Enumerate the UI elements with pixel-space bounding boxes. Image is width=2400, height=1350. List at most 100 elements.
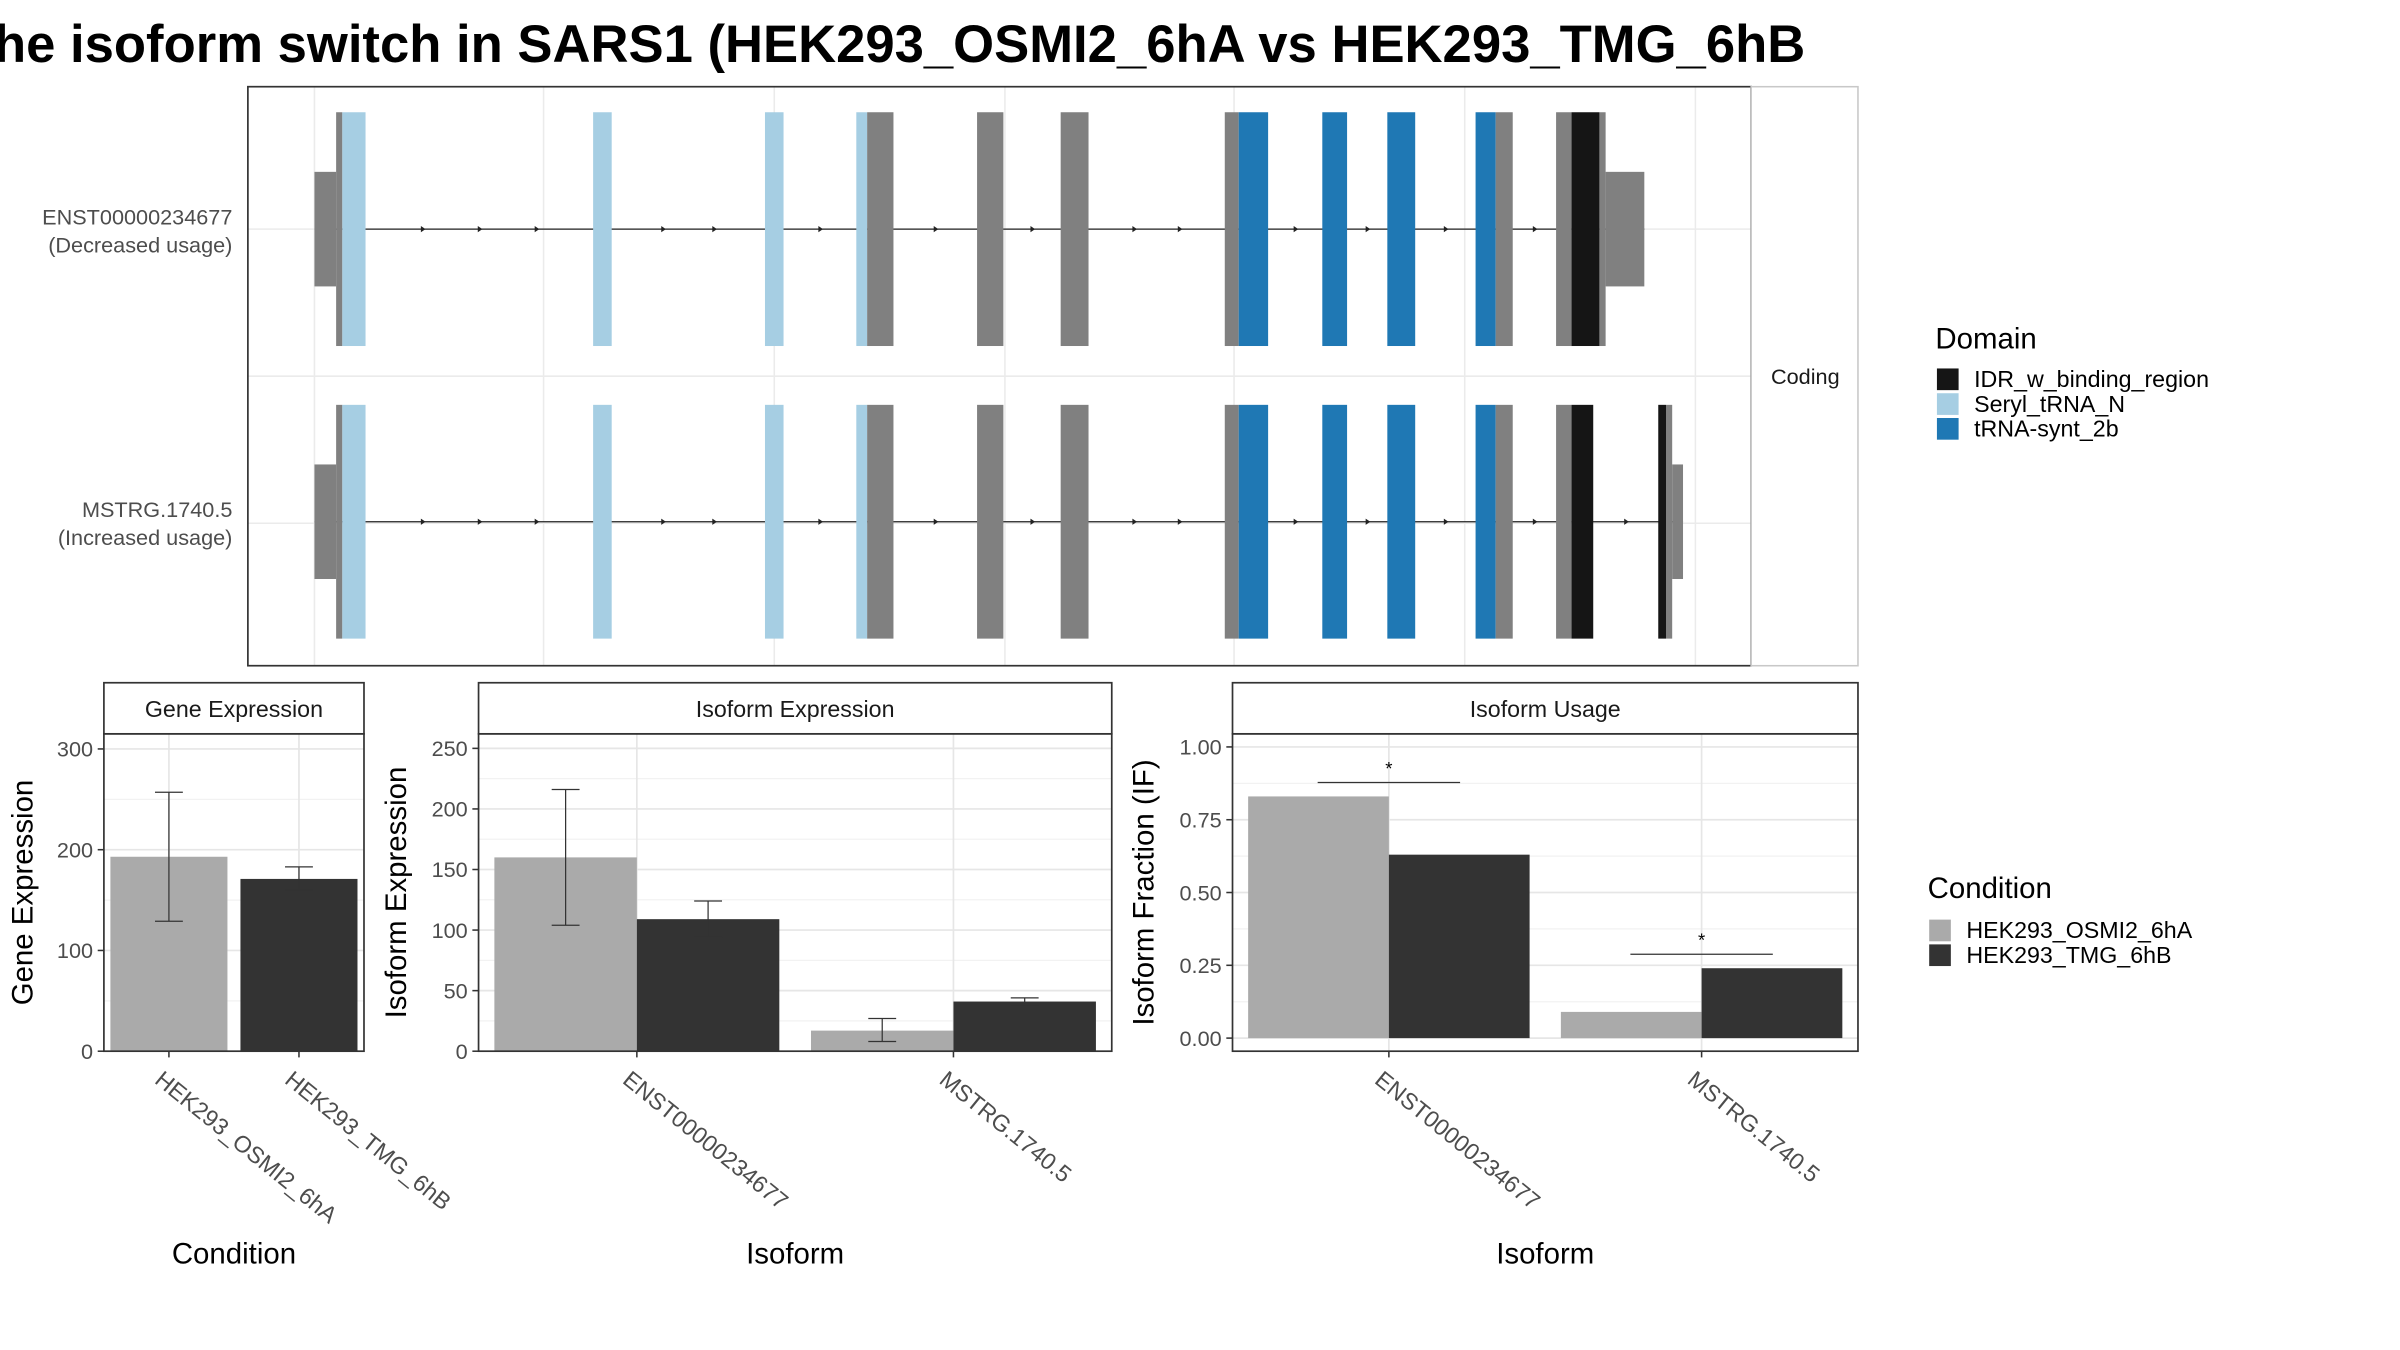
x-tick-label: ENST00000234677	[618, 1066, 793, 1215]
y-axis-title: Isoform Fraction (IF)	[1128, 759, 1161, 1025]
y-tick-label: 0.00	[1180, 1026, 1222, 1051]
intron-arrow	[1532, 518, 1538, 525]
y-tick-label: 200	[57, 837, 93, 862]
utr-exon	[867, 404, 894, 639]
transcript-usage-label: (Increased usage)	[58, 525, 233, 550]
intron-arrow	[1030, 518, 1036, 525]
utr-exon	[1605, 171, 1645, 287]
utr-exon	[1495, 112, 1513, 347]
intron-arrow	[661, 226, 666, 233]
utr-exon	[314, 464, 337, 580]
intron-arrow	[661, 518, 666, 525]
condition-legend-label: HEK293_OSMI2_6hA	[1966, 917, 2192, 943]
transcript-structure-panel: Coding ENST00000234677 (Decreased usage) M…	[42, 85, 1859, 667]
domain-exon	[1387, 112, 1416, 347]
domain-legend-label: tRNA-synt_2b	[1974, 416, 2119, 442]
intron-arrow	[712, 518, 717, 525]
utr-exon	[867, 112, 894, 347]
domain-exon	[1238, 404, 1269, 639]
bar	[1560, 1011, 1702, 1039]
domain-exon	[342, 404, 366, 639]
intron-arrow	[1132, 518, 1138, 525]
intron-arrow	[1532, 226, 1538, 233]
domain-exon	[856, 112, 868, 347]
intron-arrow	[1177, 226, 1183, 233]
y-tick-label: 100	[57, 938, 93, 963]
intron-arrow	[477, 226, 483, 233]
bar	[240, 878, 358, 1052]
y-axis-title: Isoform Expression	[380, 767, 413, 1019]
domain-exon	[1475, 404, 1496, 639]
domain-exon	[1387, 404, 1416, 639]
intron-arrow	[1365, 518, 1371, 525]
structure-tracks	[314, 112, 1684, 639]
utr-exon	[977, 112, 1004, 347]
intron-arrow	[477, 518, 483, 525]
domain-legend: Domain IDR_w_binding_regionSeryl_tRNA_Nt…	[1935, 322, 2209, 441]
domain-legend-title: Domain	[1935, 322, 2036, 355]
utr-exon	[336, 112, 343, 347]
transcript-id-label: MSTRG.1740.5	[82, 497, 232, 522]
transcript-usage-label: (Decreased usage)	[48, 232, 232, 257]
x-tick-label: ENST00000234677	[1370, 1066, 1545, 1215]
domain-legend-label: Seryl_tRNA_N	[1974, 391, 2125, 417]
domain-exon	[593, 404, 612, 639]
x-axis-title: Isoform	[746, 1237, 844, 1270]
isoform-expression-chart: Isoform Expression 0 50 100 150 200 250 ENST000…	[380, 681, 1113, 1270]
isoform-usage-chart: * * Isoform Usage 0.00 0.25 0.50 0.75 1.00 ENST0…	[1128, 681, 1859, 1270]
intron-arrow	[1177, 518, 1183, 525]
domain-legend-swatch	[1936, 368, 1959, 391]
y-tick-label: 200	[432, 797, 468, 822]
utr-exon	[336, 404, 343, 639]
domain-exon	[1322, 404, 1348, 639]
intron-arrow	[1030, 226, 1036, 233]
y-tick-label: 1.00	[1180, 735, 1222, 760]
y-tick-label: 0.25	[1180, 953, 1222, 978]
y-tick-label: 250	[432, 736, 468, 761]
utr-exon	[1599, 112, 1606, 347]
domain-exon	[1322, 112, 1348, 347]
intron-arrow	[534, 518, 540, 525]
y-tick-label: 0.75	[1180, 807, 1222, 832]
strip-title: Gene Expression	[145, 696, 323, 722]
domain-legend-swatch	[1936, 393, 1959, 415]
y-tick-label: 150	[432, 857, 468, 882]
intron-arrow	[420, 226, 426, 233]
domain-exon	[856, 404, 868, 639]
x-axis-title: Condition	[172, 1237, 296, 1270]
domain-exon	[1658, 404, 1666, 639]
significance-marker: *	[1698, 930, 1705, 951]
strip-title: Isoform Expression	[696, 696, 895, 722]
structure-strip-background	[1750, 85, 1859, 667]
domain-exon	[1238, 112, 1269, 347]
utr-exon	[1224, 112, 1239, 347]
intron-arrow	[1293, 226, 1299, 233]
x-tick-label: MSTRG.1740.5	[1683, 1066, 1825, 1188]
bar	[1701, 968, 1843, 1039]
condition-legend-swatch	[1929, 944, 1951, 967]
utr-exon	[1556, 112, 1572, 347]
domain-exon	[1475, 112, 1496, 347]
strip-title: Isoform Usage	[1470, 696, 1621, 722]
domain-exon	[1571, 112, 1600, 347]
y-tick-label: 0	[81, 1039, 93, 1064]
y-tick-label: 0.50	[1180, 880, 1222, 905]
domain-exon	[593, 112, 612, 347]
domain-exon	[764, 112, 784, 347]
y-tick-label: 50	[444, 978, 468, 1003]
intron-arrow	[818, 226, 824, 233]
intron-arrow	[933, 226, 939, 233]
significance-marker: *	[1385, 758, 1392, 779]
x-axis-title: Isoform	[1496, 1237, 1594, 1270]
utr-exon	[1495, 404, 1513, 639]
domain-legend-label: IDR_w_binding_region	[1974, 366, 2209, 392]
transcript-id-label: ENST00000234677	[42, 204, 232, 229]
intron-arrow	[1365, 226, 1371, 233]
strip-background	[103, 681, 365, 735]
bar	[1248, 796, 1389, 1039]
utr-exon	[1672, 464, 1684, 580]
structure-strip-label: Coding	[1771, 364, 1840, 389]
utr-exon	[1224, 404, 1239, 639]
